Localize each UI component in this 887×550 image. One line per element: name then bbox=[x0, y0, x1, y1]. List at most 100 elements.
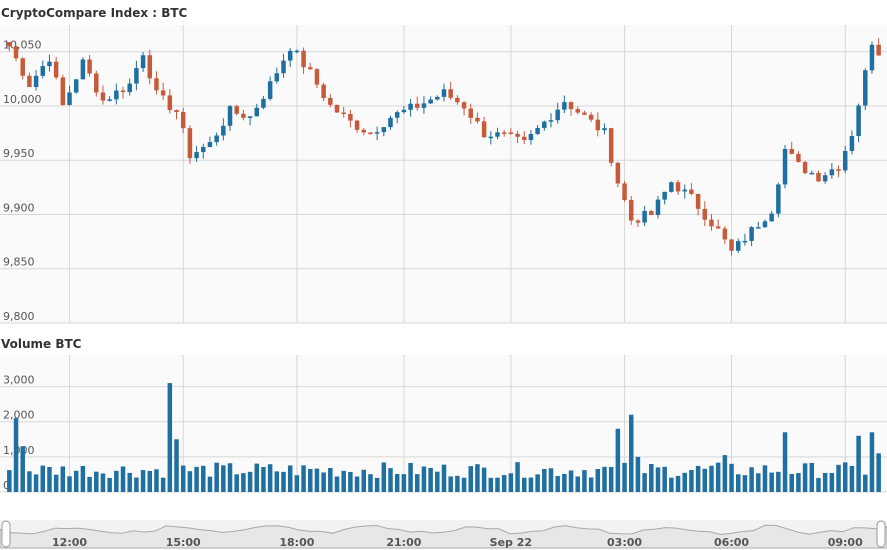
volume-bar bbox=[675, 475, 681, 492]
volume-bar bbox=[782, 432, 788, 492]
candle-body bbox=[267, 81, 273, 99]
volume-bar bbox=[849, 465, 855, 492]
candle-body bbox=[468, 108, 473, 118]
candle-body bbox=[849, 136, 855, 151]
volume-bar bbox=[501, 475, 507, 492]
price-candles bbox=[7, 38, 881, 256]
candle-body bbox=[20, 58, 25, 76]
candle-body bbox=[254, 107, 260, 117]
candle-body bbox=[321, 84, 326, 98]
volume-bar bbox=[475, 464, 480, 492]
volume-bar bbox=[180, 465, 186, 492]
volume-bar bbox=[281, 471, 286, 492]
volume-bar bbox=[274, 471, 280, 492]
volume-bar bbox=[435, 471, 440, 492]
candle-body bbox=[809, 172, 815, 175]
volume-bar bbox=[20, 446, 25, 492]
volume-bar bbox=[94, 471, 99, 492]
volume-bar bbox=[428, 467, 433, 492]
candle-body bbox=[863, 70, 868, 106]
navigator-right-handle[interactable] bbox=[876, 520, 886, 548]
volume-bar bbox=[649, 463, 654, 492]
volume-bar bbox=[555, 476, 560, 492]
candle-body bbox=[134, 68, 139, 84]
volume-bar bbox=[441, 464, 447, 492]
volume-bar bbox=[314, 468, 320, 492]
volume-bar bbox=[742, 475, 748, 492]
volume-bar bbox=[488, 477, 494, 492]
volume-bar bbox=[247, 471, 253, 492]
candle-body bbox=[548, 120, 554, 122]
candle-body bbox=[167, 95, 173, 111]
volume-bar bbox=[735, 474, 741, 492]
candle-body bbox=[508, 132, 514, 134]
candle-body bbox=[328, 97, 333, 105]
candle-body bbox=[308, 67, 313, 70]
volume-bar bbox=[107, 477, 112, 492]
candle-body bbox=[388, 117, 393, 128]
candle-body bbox=[756, 227, 761, 229]
candle-body bbox=[715, 226, 721, 229]
candle-body bbox=[816, 172, 821, 182]
candle-body bbox=[689, 189, 694, 194]
volume-bar bbox=[187, 471, 193, 492]
volume-bar bbox=[642, 473, 647, 492]
candle-body bbox=[635, 220, 641, 223]
volume-bar bbox=[588, 477, 594, 492]
candle-body bbox=[114, 90, 119, 100]
volume-bar bbox=[388, 468, 393, 492]
candle-body bbox=[287, 50, 293, 61]
volume-bar bbox=[575, 476, 580, 492]
candle-body bbox=[789, 148, 794, 154]
x-axis-label: Sep 22 bbox=[490, 536, 532, 549]
volume-bar bbox=[863, 474, 868, 492]
candle-body bbox=[722, 228, 728, 240]
volume-bar bbox=[582, 470, 587, 492]
volume-bar bbox=[495, 477, 500, 492]
candle-body bbox=[622, 183, 627, 200]
candle-body bbox=[87, 59, 92, 74]
candle-body bbox=[642, 210, 647, 223]
candle-body bbox=[535, 127, 540, 135]
volume-bar bbox=[829, 472, 835, 492]
volume-bar bbox=[709, 465, 714, 492]
candle-body bbox=[742, 240, 748, 243]
candle-body bbox=[415, 103, 420, 108]
volume-bar bbox=[321, 472, 326, 492]
volume-bar bbox=[856, 435, 861, 492]
candle-body bbox=[461, 102, 467, 109]
volume-bar bbox=[682, 472, 687, 492]
volume-bar bbox=[167, 383, 173, 492]
candle-body bbox=[782, 148, 788, 185]
candle-body bbox=[408, 103, 413, 110]
volume-bar bbox=[368, 474, 373, 492]
volume-bar bbox=[294, 475, 300, 492]
x-axis-label: 21:00 bbox=[386, 536, 421, 549]
candle-body bbox=[796, 153, 801, 162]
volume-bar bbox=[267, 464, 273, 492]
volume-bar bbox=[160, 477, 166, 492]
navigator-left-handle[interactable] bbox=[1, 520, 11, 548]
volume-bar bbox=[836, 464, 841, 492]
price-y-tick: 9,800 bbox=[3, 310, 35, 323]
volume-bar bbox=[261, 467, 266, 492]
volume-bar bbox=[27, 471, 32, 492]
candle-body bbox=[301, 50, 306, 68]
candle-body bbox=[174, 110, 179, 112]
navigator[interactable] bbox=[0, 520, 887, 549]
volume-bar bbox=[47, 466, 52, 492]
volume-bar bbox=[241, 473, 246, 492]
volume-bar bbox=[562, 473, 567, 492]
volume-bar bbox=[535, 474, 540, 492]
candle-body bbox=[515, 133, 520, 137]
candle-body bbox=[488, 136, 494, 139]
volume-bar bbox=[628, 414, 634, 492]
candle-body bbox=[348, 114, 353, 121]
volume-bar bbox=[655, 467, 661, 492]
volume-bar bbox=[602, 466, 607, 492]
volume-bar bbox=[207, 476, 213, 492]
candle-body bbox=[702, 208, 708, 220]
volume-bar bbox=[87, 476, 92, 492]
candle-body bbox=[154, 78, 159, 91]
